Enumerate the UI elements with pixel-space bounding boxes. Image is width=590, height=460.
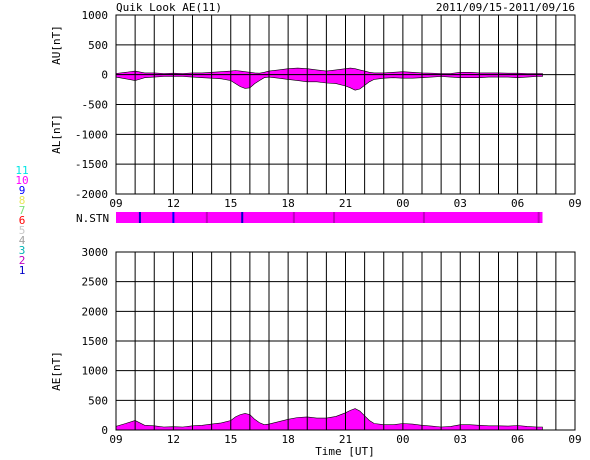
nstn-mark — [537, 212, 540, 223]
ae-series-area — [115, 408, 543, 431]
ae-y-tick-label: 3000 — [82, 246, 109, 259]
au-al-x-tick-label: 06 — [511, 197, 524, 210]
nstn-mark — [138, 212, 141, 223]
au-al-x-tick-label: 09 — [109, 197, 122, 210]
legend-station-5: 5 — [19, 224, 26, 237]
al-axis-label: AL[nT] — [50, 114, 63, 154]
nstn-bar-fill — [116, 212, 543, 223]
ae-x-tick-label: 21 — [339, 433, 352, 446]
ae-x-tick-label: 03 — [454, 433, 467, 446]
au-al-y-tick-label: 1000 — [82, 9, 109, 22]
ae-y-tick-label: 500 — [88, 394, 108, 407]
au-al-y-tick-label: -1500 — [75, 158, 108, 171]
date-range: 2011/09/15-2011/09/16 — [436, 1, 575, 14]
au-al-y-tick-label: -1000 — [75, 128, 108, 141]
al-series-area — [115, 74, 543, 91]
au-al-y-tick-label: -500 — [82, 99, 109, 112]
nstn-mark — [241, 212, 244, 223]
nstn-mark — [422, 212, 425, 223]
au-al-x-tick-label: 21 — [339, 197, 352, 210]
ae-y-tick-label: 1000 — [82, 365, 109, 378]
ae-x-tick-label: 09 — [109, 433, 122, 446]
ae-y-tick-label: 1500 — [82, 335, 109, 348]
legend-station-9: 9 — [19, 184, 26, 197]
ae-x-tick-label: 12 — [167, 433, 180, 446]
au-axis-label: AU[nT] — [50, 25, 63, 65]
ae-y-tick-label: 2500 — [82, 276, 109, 289]
legend-station-4: 4 — [19, 234, 26, 247]
legend-station-10: 10 — [15, 174, 28, 187]
nstn-mark — [333, 212, 336, 223]
au-al-y-tick-label: -2000 — [75, 188, 108, 201]
nstn-mark — [172, 212, 175, 223]
ae-frame — [115, 251, 576, 431]
au-al-x-tick-label: 18 — [282, 197, 295, 210]
nstn-label: N.STN — [76, 212, 109, 225]
legend-station-8: 8 — [19, 194, 26, 207]
x-axis-title: Time [UT] — [315, 445, 375, 458]
au-al-y-tick-label: 0 — [101, 69, 108, 82]
nstn-mark — [205, 212, 208, 223]
au-al-x-tick-label: 12 — [167, 197, 180, 210]
nstn-mark — [292, 212, 295, 223]
legend-station-7: 7 — [19, 204, 26, 217]
legend-station-2: 2 — [19, 254, 26, 267]
au-al-x-tick-label: 03 — [454, 197, 467, 210]
au-series-area — [115, 67, 543, 75]
ae-x-tick-label: 06 — [511, 433, 524, 446]
au-al-x-tick-label: 00 — [396, 197, 409, 210]
ae-y-tick-label: 2000 — [82, 305, 109, 318]
au-al-y-tick-label: 500 — [88, 39, 108, 52]
au-al-x-tick-label: 15 — [224, 197, 237, 210]
legend-station-11: 11 — [15, 164, 28, 177]
legend-station-1: 1 — [19, 264, 26, 277]
ae-x-tick-label: 00 — [396, 433, 409, 446]
ae-axis-label: AE[nT] — [50, 351, 63, 391]
au-al-x-tick-label: 09 — [568, 197, 581, 210]
chart-title: Quik Look AE(11) — [116, 1, 222, 14]
nstn-bar — [116, 212, 543, 223]
ae-x-tick-label: 09 — [568, 433, 581, 446]
ae-x-tick-label: 15 — [224, 433, 237, 446]
au-al-frame — [115, 14, 576, 195]
ae-y-tick-label: 0 — [101, 424, 108, 437]
ae-x-tick-label: 18 — [282, 433, 295, 446]
legend-station-3: 3 — [19, 244, 26, 257]
legend-station-6: 6 — [19, 214, 26, 227]
